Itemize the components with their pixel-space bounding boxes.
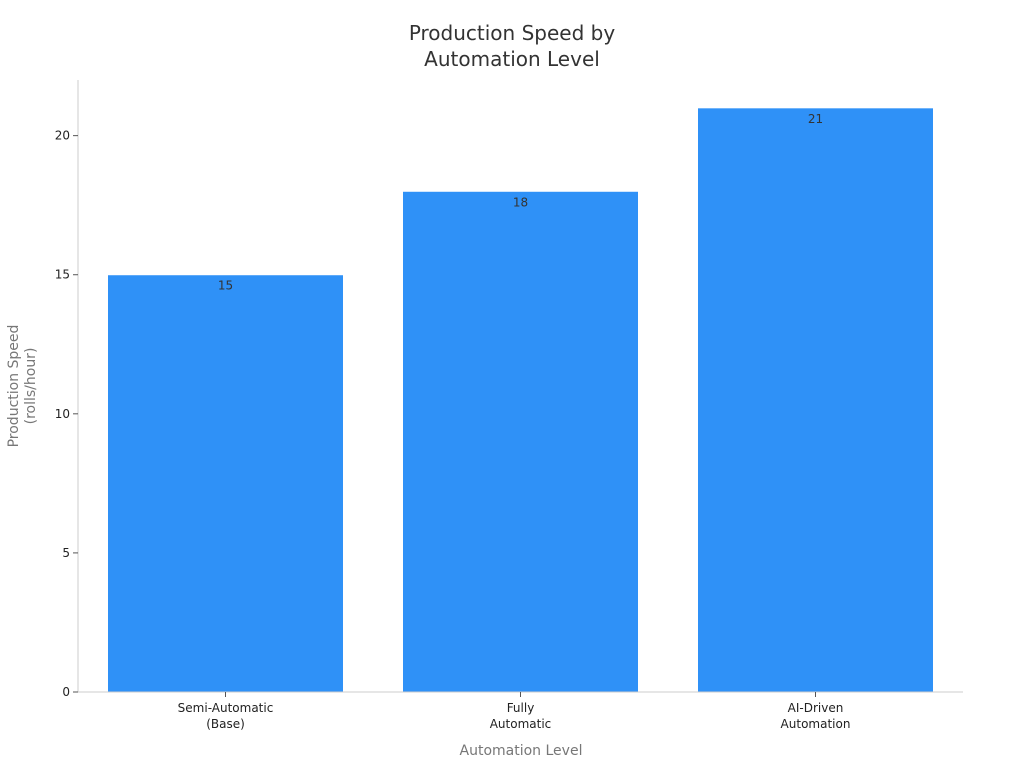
chart-title-line-1: Production Speed by [409,21,616,45]
x-tick-label-line: Automatic [490,717,552,731]
bar [402,190,639,693]
bar-data-label: 18 [513,195,528,209]
y-axis-title-line-2: (rolls/hour) [23,348,39,425]
y-tick-label: 15 [55,268,70,282]
y-tick-label: 10 [55,407,70,421]
x-tick-label-line: Semi-Automatic [178,701,274,715]
x-tick-label-line: Automation [781,717,851,731]
y-axis-title: Production Speed (rolls/hour) [6,325,39,448]
x-tick-label: Fully Automatic [490,701,552,731]
x-axis: Semi-Automatic (Base) Fully Automatic AI-Dri… [78,691,963,731]
bars-group [107,107,934,693]
chart-title-line-2: Automation Level [424,47,600,71]
x-tick-label-line: Fully [507,701,535,715]
chart-title: Production Speed by Automation Level [409,21,616,71]
x-tick-label-line: (Base) [206,717,245,731]
bar-data-label: 15 [218,279,233,293]
y-tick-label: 0 [62,685,70,699]
x-tick-label: Semi-Automatic (Base) [178,701,274,731]
x-tick-label-line: AI-Driven [788,701,844,715]
data-labels-group: 15 18 21 [218,112,823,293]
bar [697,107,934,693]
bar-data-label: 21 [808,112,823,126]
y-tick-label: 5 [62,546,70,560]
x-tick-label: AI-Driven Automation [781,701,851,731]
y-axis-title-line-1: Production Speed [6,325,22,448]
y-axis: 0 5 10 15 20 [55,80,79,699]
x-axis-title: Automation Level [460,743,583,759]
y-tick-label: 20 [55,129,70,143]
bar [107,274,344,693]
